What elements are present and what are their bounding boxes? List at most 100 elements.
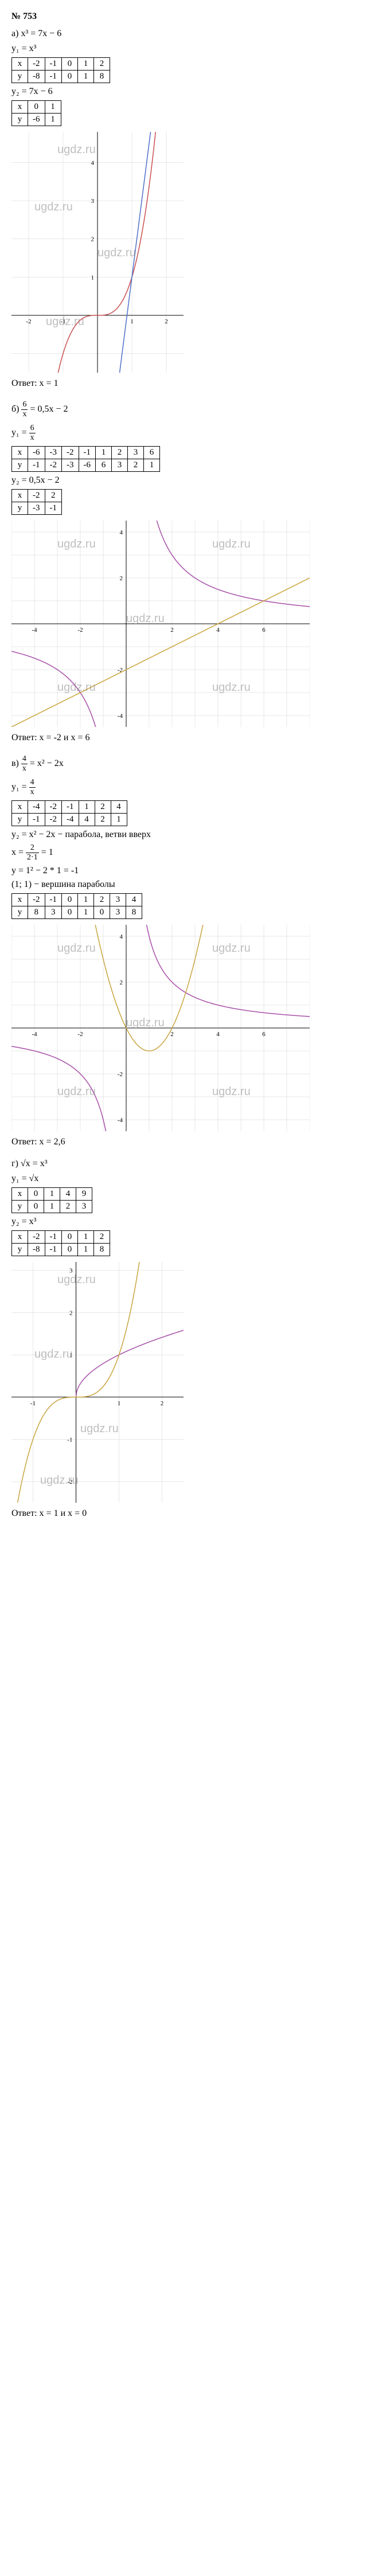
part-b-chart: -4-2246-4-224 [11, 521, 310, 727]
part-d-y1: y₁ = √x [11, 1174, 379, 1184]
table-cell: 1 [111, 814, 127, 826]
table-cell: -1 [45, 894, 62, 906]
table-cell: -3 [28, 502, 45, 515]
part-d-eq: г) √x = x³ [11, 1159, 379, 1169]
table-cell: -2 [28, 58, 45, 71]
y1-prefix: y₁ = [11, 782, 29, 792]
part-c-label: в) [11, 759, 19, 768]
part-d-chart-wrap: -112-2-1123 ugdz.ru ugdz.ru ugdz.ru ugdz… [11, 1262, 379, 1503]
table-cell: 0 [62, 71, 78, 83]
svg-text:2: 2 [120, 979, 123, 986]
table-cell: 0 [28, 1188, 44, 1201]
table-cell: x [12, 490, 28, 502]
part-d-y2-table: x-2-1012y-8-1018 [11, 1230, 110, 1256]
table-cell: x [12, 1188, 28, 1201]
part-d: г) √x = x³ y₁ = √x x0149y0123 y₂ = x³ x-… [11, 1159, 379, 1519]
part-b-answer: Ответ: x = -2 и x = 6 [11, 733, 379, 743]
svg-text:4: 4 [216, 627, 220, 634]
table-cell: -2 [62, 447, 79, 459]
eq-rest: = 0,5x − 2 [28, 404, 68, 414]
table-cell: 1 [78, 71, 94, 83]
part-d-label: г) [11, 1159, 18, 1168]
table-cell: y [12, 114, 28, 126]
frac-den: x [29, 433, 36, 443]
part-c: в) 4x = x² − 2x y₁ = 4x x-4-2-1124y-1-2-… [11, 755, 379, 1147]
table-cell: 3 [45, 906, 62, 919]
table-cell: x [12, 101, 28, 114]
table-cell: -6 [79, 459, 96, 472]
table-cell: -2 [45, 459, 62, 472]
table-cell: 1 [78, 58, 94, 71]
svg-text:-4: -4 [118, 1117, 123, 1124]
table-cell: y [12, 502, 28, 515]
table-cell: 0 [28, 1201, 44, 1213]
svg-text:-4: -4 [32, 1031, 37, 1038]
table-cell: x [12, 447, 28, 459]
table-cell: y [12, 71, 28, 83]
part-c-y1: y₁ = 4x [11, 778, 379, 797]
eq-rest: = x² − 2x [28, 759, 64, 768]
table-cell: 4 [60, 1188, 76, 1201]
frac-num: 4 [21, 755, 28, 764]
svg-text:2: 2 [165, 318, 168, 325]
frac-den: 2·1 [26, 853, 39, 862]
svg-text:2: 2 [170, 627, 174, 634]
part-a-equation: x³ = 7x − 6 [21, 29, 61, 38]
svg-text:1: 1 [118, 1400, 121, 1407]
table-cell: 8 [94, 1244, 110, 1256]
svg-text:1: 1 [69, 1352, 73, 1359]
table-cell: 2 [94, 1231, 110, 1244]
table-cell: x [12, 58, 28, 71]
table-cell: 6 [144, 447, 160, 459]
table-cell: -1 [45, 58, 62, 71]
table-cell: 1 [78, 1244, 94, 1256]
table-cell: -2 [45, 801, 62, 814]
part-c-vertex-x: x = 22·1 = 1 [11, 843, 379, 862]
table-cell: 2 [94, 58, 110, 71]
table-cell: 1 [79, 801, 95, 814]
table-cell: -6 [28, 114, 45, 126]
svg-text:4: 4 [216, 1031, 220, 1038]
svg-text:-2: -2 [67, 1479, 72, 1486]
table-cell: y [12, 459, 28, 472]
part-c-chart-wrap: -4-2246-4-224 ugdz.ru ugdz.ru ugdz.ru ug… [11, 925, 379, 1131]
part-c-eq: в) 4x = x² − 2x [11, 755, 379, 773]
table-cell: 4 [79, 814, 95, 826]
table-cell: -6 [28, 447, 45, 459]
part-a-label: а) [11, 29, 18, 38]
part-a-y2: y₂ = 7x − 6 [11, 87, 379, 97]
part-d-equation: √x = x³ [21, 1159, 48, 1168]
table-cell: 9 [76, 1188, 92, 1201]
svg-text:-2: -2 [77, 1031, 83, 1038]
part-b-y1-table: x-6-3-2-11236y-1-2-3-66321 [11, 446, 160, 472]
part-d-y1-table: x0149y0123 [11, 1187, 92, 1213]
part-b: б) 6x = 0,5x − 2 y₁ = 6x x-6-3-2-11236y-… [11, 400, 379, 743]
frac-num: 4 [29, 778, 36, 788]
table-cell: -2 [28, 490, 45, 502]
table-cell: 0 [62, 1231, 78, 1244]
svg-text:-4: -4 [32, 627, 37, 634]
part-c-vertex-pt: (1; 1) − вершина параболы [11, 879, 379, 890]
table-cell: 3 [128, 447, 144, 459]
table-cell: 0 [94, 906, 110, 919]
part-b-eq: б) 6x = 0,5x − 2 [11, 400, 379, 419]
svg-text:-1: -1 [30, 1400, 36, 1407]
part-d-y2: y₂ = x³ [11, 1217, 379, 1227]
table-cell: -1 [28, 814, 45, 826]
svg-text:2: 2 [120, 575, 123, 582]
part-b-chart-wrap: -4-2246-4-224 ugdz.ru ugdz.ru ugdz.ru ug… [11, 521, 379, 727]
y1-prefix: y₁ = [11, 428, 29, 437]
frac-num: 6 [29, 424, 36, 433]
table-cell: 1 [78, 894, 94, 906]
part-a-answer: Ответ: x = 1 [11, 378, 379, 389]
table-cell: 1 [78, 1231, 94, 1244]
table-cell: 1 [45, 101, 61, 114]
table-cell: 0 [62, 906, 78, 919]
frac-den: x [21, 410, 28, 419]
part-a-y2-table: x01y-61 [11, 100, 61, 126]
table-cell: 2 [60, 1201, 76, 1213]
table-cell: 1 [44, 1188, 60, 1201]
part-b-y2: y₂ = 0,5x − 2 [11, 475, 379, 486]
svg-text:-1: -1 [60, 318, 65, 325]
table-cell: x [12, 1231, 28, 1244]
